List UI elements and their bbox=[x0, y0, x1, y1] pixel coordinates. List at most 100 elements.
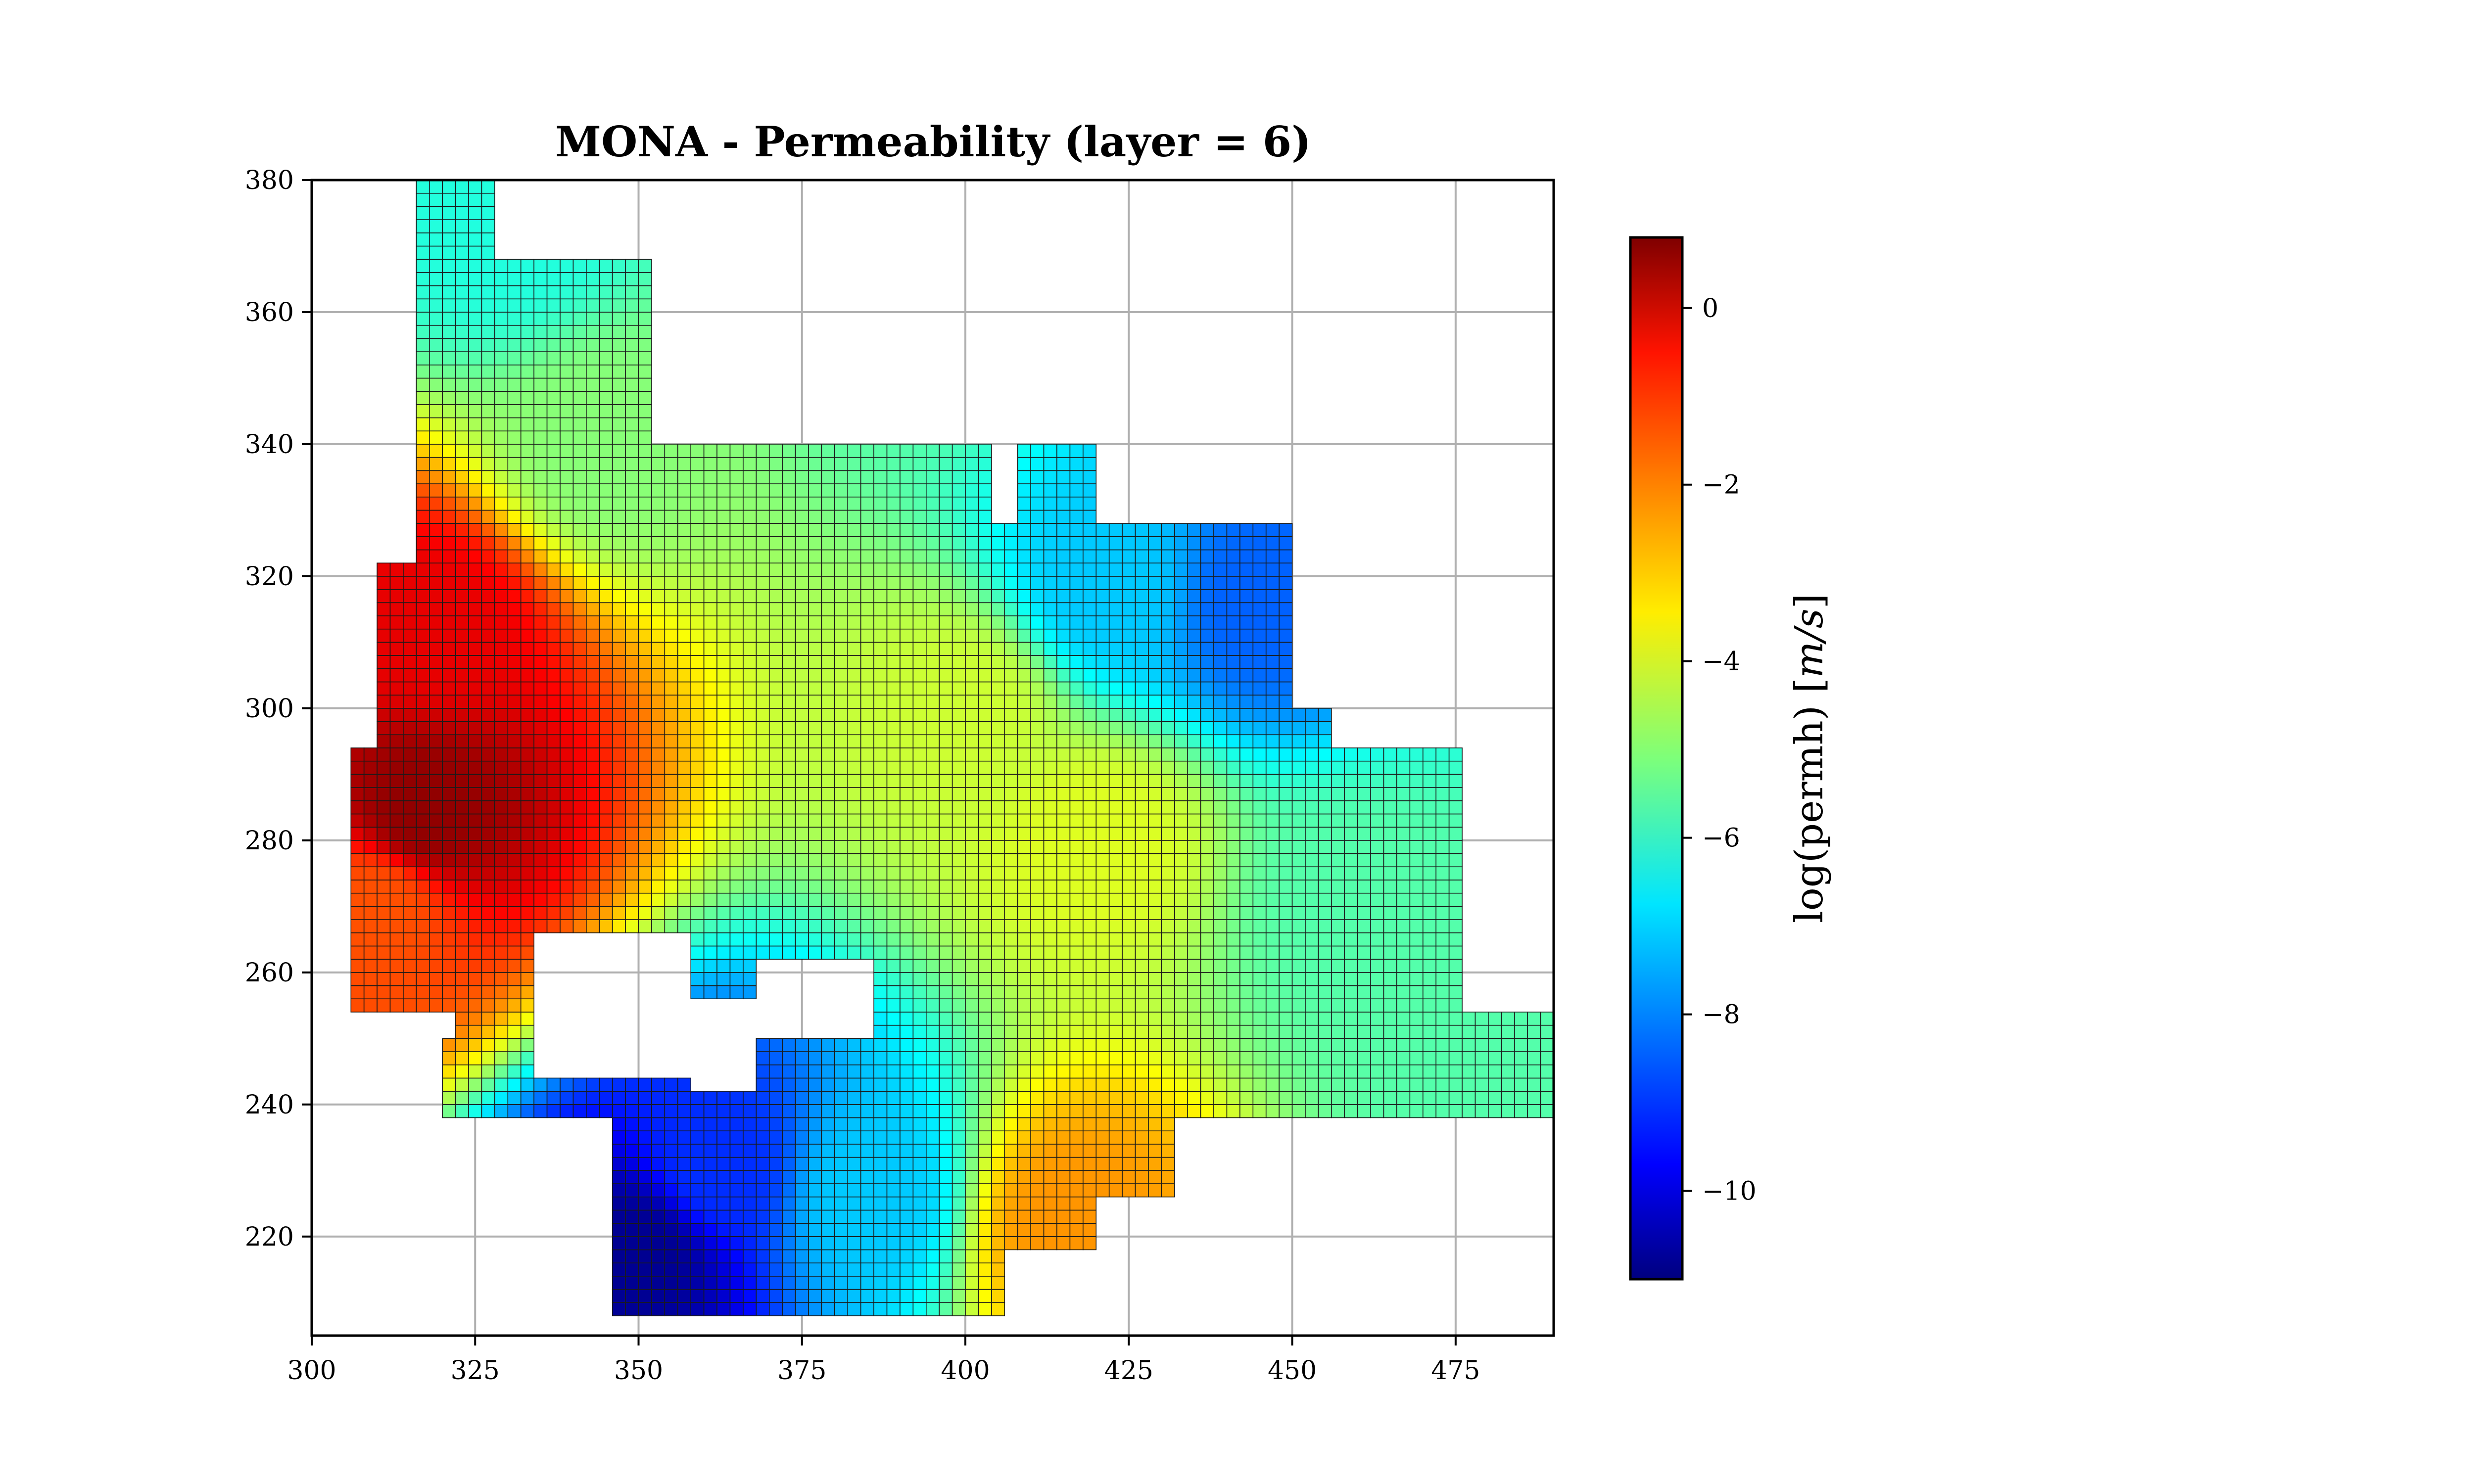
heat-cell bbox=[1004, 880, 1018, 894]
heat-cell bbox=[782, 536, 796, 551]
heat-cell bbox=[1004, 853, 1018, 868]
heat-cell bbox=[1069, 470, 1084, 484]
heat-cell bbox=[703, 866, 717, 881]
heat-cell bbox=[912, 1262, 927, 1277]
heat-cell bbox=[912, 1276, 927, 1290]
heat-cell bbox=[416, 364, 430, 379]
heat-cell bbox=[925, 1236, 940, 1251]
heat-cell bbox=[612, 589, 626, 603]
heat-cell bbox=[1422, 985, 1437, 1000]
heat-cell bbox=[572, 734, 587, 748]
heat-cell bbox=[1239, 628, 1254, 643]
heat-cell bbox=[729, 576, 744, 590]
heat-cell bbox=[520, 932, 534, 947]
heat-cell bbox=[403, 668, 417, 683]
heat-cell bbox=[690, 813, 705, 828]
heat-cell bbox=[403, 747, 417, 762]
heat-cell bbox=[677, 483, 692, 498]
heat-cell bbox=[599, 298, 613, 313]
heat-cell bbox=[768, 721, 783, 736]
heat-cell bbox=[821, 483, 835, 498]
x-tick-label: 325 bbox=[451, 1356, 500, 1386]
heat-cell bbox=[677, 1104, 692, 1118]
heat-cell bbox=[925, 1091, 940, 1105]
heat-cell bbox=[690, 576, 705, 590]
heat-cell bbox=[925, 1196, 940, 1211]
heat-cell bbox=[1095, 1183, 1110, 1198]
heat-cell bbox=[625, 338, 639, 352]
heat-cell bbox=[403, 695, 417, 709]
heat-cell bbox=[1370, 1064, 1384, 1079]
heat-cell bbox=[586, 351, 600, 366]
heat-cell bbox=[1161, 892, 1175, 907]
heat-cell bbox=[1540, 1077, 1554, 1092]
heat-cell bbox=[978, 708, 992, 722]
heat-cell bbox=[599, 351, 613, 366]
heat-cell bbox=[586, 338, 600, 352]
heat-cell bbox=[808, 1209, 822, 1224]
heat-cell bbox=[756, 1104, 770, 1118]
heat-cell bbox=[1344, 1038, 1358, 1052]
heat-cell bbox=[638, 747, 652, 762]
heat-cell bbox=[546, 536, 561, 551]
heat-cell bbox=[1017, 800, 1031, 815]
heat-cell bbox=[546, 615, 561, 630]
heat-cell bbox=[1083, 1038, 1097, 1052]
heat-cell bbox=[821, 866, 835, 881]
heat-cell bbox=[389, 562, 404, 577]
heat-cell bbox=[494, 351, 509, 366]
heat-cell bbox=[455, 602, 469, 616]
heat-cell bbox=[860, 932, 874, 947]
heat-cell bbox=[912, 1183, 927, 1198]
heat-cell bbox=[729, 655, 744, 669]
heat-cell bbox=[795, 1236, 809, 1251]
heat-cell bbox=[1357, 919, 1371, 933]
heat-cell bbox=[416, 945, 430, 960]
heat-cell bbox=[520, 1091, 534, 1105]
heat-cell bbox=[638, 892, 652, 907]
heat-cell bbox=[860, 760, 874, 775]
heat-cell bbox=[952, 1051, 966, 1066]
heat-cell bbox=[363, 880, 378, 894]
heat-cell bbox=[546, 880, 561, 894]
heat-cell bbox=[808, 1196, 822, 1211]
heat-cell bbox=[481, 259, 495, 273]
heat-cell bbox=[1148, 800, 1162, 815]
heat-cell bbox=[1135, 932, 1149, 947]
heat-cell bbox=[1305, 827, 1319, 841]
heat-cell bbox=[834, 1091, 849, 1105]
heat-cell bbox=[481, 536, 495, 551]
heat-cell bbox=[455, 483, 469, 498]
heat-cell bbox=[847, 1262, 861, 1277]
heat-cell bbox=[1488, 1012, 1502, 1026]
heat-cell bbox=[978, 1183, 992, 1198]
heat-cell bbox=[965, 695, 979, 709]
heat-cell bbox=[560, 840, 574, 854]
heat-cell bbox=[507, 800, 522, 815]
heat-cell bbox=[925, 1302, 940, 1316]
heat-cell bbox=[690, 721, 705, 736]
heat-cell bbox=[416, 655, 430, 669]
heat-cell bbox=[1095, 866, 1110, 881]
heat-cell bbox=[533, 628, 548, 643]
heat-cell bbox=[1383, 774, 1397, 788]
heat-cell bbox=[428, 364, 443, 379]
heat-cell bbox=[1252, 1051, 1267, 1066]
heat-cell bbox=[1148, 892, 1162, 907]
heat-cell bbox=[808, 510, 822, 524]
heat-cell bbox=[1030, 681, 1045, 696]
heat-cell bbox=[664, 866, 678, 881]
heat-cell bbox=[1174, 932, 1189, 947]
heat-cell bbox=[1265, 1091, 1280, 1105]
heat-cell bbox=[925, 602, 940, 616]
heat-cell bbox=[1069, 1012, 1084, 1026]
heat-cell bbox=[847, 549, 861, 564]
heat-cell bbox=[468, 668, 482, 683]
heat-cell bbox=[1017, 708, 1031, 722]
heat-cell bbox=[677, 655, 692, 669]
heat-cell bbox=[768, 470, 783, 484]
heat-cell bbox=[795, 523, 809, 537]
heat-cell bbox=[612, 628, 626, 643]
heat-cell bbox=[481, 457, 495, 471]
heat-cell bbox=[834, 853, 849, 868]
